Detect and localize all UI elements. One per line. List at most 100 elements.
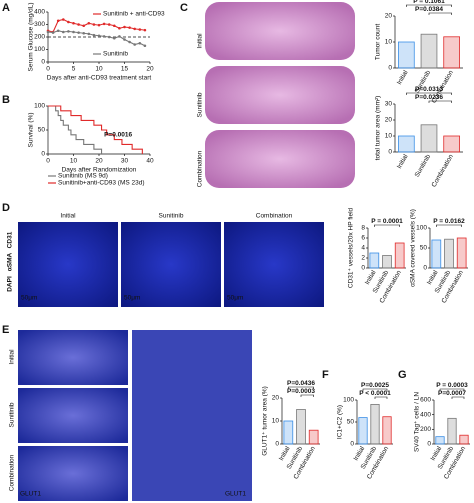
y-axis-label: Survival (%) bbox=[28, 112, 35, 147]
panel-label: D bbox=[2, 202, 10, 214]
bracket bbox=[439, 388, 465, 391]
y-tick-label: 0 bbox=[388, 149, 392, 156]
y-tick-label: 0 bbox=[361, 265, 365, 272]
bracket bbox=[436, 224, 462, 227]
y-tick-label: 100 bbox=[416, 225, 427, 232]
y-tick-label: 200 bbox=[420, 426, 431, 433]
x-tick-label: 10 bbox=[70, 158, 78, 165]
annotation: P=0.0436 bbox=[287, 380, 315, 387]
y-tick-label: 30 bbox=[385, 101, 393, 108]
scale-label: 50μm bbox=[21, 295, 37, 302]
bracket bbox=[288, 386, 314, 389]
bar bbox=[443, 135, 461, 153]
y-tick-label: 4 bbox=[361, 245, 365, 252]
fluor-image bbox=[121, 222, 221, 307]
he-image bbox=[205, 130, 355, 188]
x-tick-label: 40 bbox=[146, 158, 154, 165]
x-tick-label: 5 bbox=[72, 66, 76, 73]
row-label: Combination bbox=[9, 454, 16, 491]
bracket bbox=[406, 92, 452, 95]
x-tick-label: 20 bbox=[146, 66, 154, 73]
y-tick-label: 6 bbox=[361, 235, 365, 242]
x-tick-label: 10 bbox=[95, 66, 103, 73]
panel-label: F bbox=[322, 369, 329, 381]
y-tick-label: 0 bbox=[41, 59, 45, 66]
series-line bbox=[47, 30, 146, 47]
point bbox=[46, 30, 50, 34]
x-tick-label: 15 bbox=[121, 66, 129, 73]
glut1-image bbox=[18, 388, 128, 443]
stain-label: DAPI bbox=[7, 276, 14, 292]
y-axis-label: total tumor area (mm²) bbox=[375, 96, 382, 161]
x-axis-label: Days after Randomization bbox=[62, 167, 137, 174]
annotation: P=0.0313 bbox=[415, 86, 443, 93]
y-tick-label: 20 bbox=[272, 395, 280, 402]
x-tick-label: 30 bbox=[121, 158, 129, 165]
y-axis-label: Serum Glucose (mg/dL) bbox=[28, 3, 35, 72]
y-axis-label: SV40 Tag⁺ cells / LN bbox=[414, 392, 421, 452]
bar bbox=[435, 436, 445, 445]
y-axis-label: αSMA covered vessels (%) bbox=[410, 209, 417, 287]
glut1-image bbox=[18, 330, 128, 385]
x-tick-label: Sunitinib bbox=[414, 153, 433, 178]
annotation: P = 0.0003 bbox=[436, 382, 468, 389]
bar bbox=[370, 403, 380, 445]
fluor-image bbox=[224, 222, 324, 307]
annotation: P = 0.0162 bbox=[433, 218, 465, 225]
bracket bbox=[374, 396, 388, 399]
legend-label: Sunitinib + anti-CD93 bbox=[103, 11, 165, 18]
y-tick-label: 50 bbox=[347, 419, 355, 426]
fluorescence-images bbox=[18, 222, 324, 307]
bar bbox=[394, 242, 405, 269]
y-tick-label: 400 bbox=[34, 9, 45, 16]
stain-label: αSMA bbox=[7, 252, 14, 271]
annotation: P = 0.1061 bbox=[413, 0, 445, 5]
scale-label: 50μm bbox=[124, 295, 140, 302]
y-tick-label: 10 bbox=[385, 133, 393, 140]
y-tick-label: 0 bbox=[427, 441, 431, 448]
column-label: Sunitinib bbox=[159, 213, 184, 220]
bar bbox=[397, 41, 415, 69]
bar bbox=[308, 429, 319, 445]
bar bbox=[447, 417, 457, 445]
y-tick-label: 600 bbox=[420, 397, 431, 404]
bar bbox=[358, 417, 368, 445]
legend-label: Sunitinib+anti-CD93 (MS 23d) bbox=[58, 180, 145, 187]
bar bbox=[456, 237, 467, 269]
bar bbox=[397, 135, 415, 153]
bar bbox=[283, 420, 294, 445]
y-tick-label: 100 bbox=[34, 46, 45, 53]
annotation: P=0.0003 bbox=[287, 388, 315, 395]
column-label: Combination bbox=[256, 213, 293, 220]
bracket bbox=[362, 388, 388, 391]
y-tick-label: 2 bbox=[361, 255, 365, 262]
row-label: Initial bbox=[197, 33, 204, 49]
panel-label: E bbox=[2, 324, 9, 336]
y-tick-label: 100 bbox=[34, 103, 45, 110]
glut1-image bbox=[18, 446, 128, 501]
panel-label: C bbox=[180, 2, 188, 14]
bar bbox=[420, 124, 438, 153]
y-tick-label: 300 bbox=[34, 21, 45, 28]
y-tick-label: 0 bbox=[423, 265, 427, 272]
row-label: Sunitinib bbox=[9, 402, 16, 427]
annotation: P=0.0025 bbox=[361, 382, 389, 389]
y-tick-label: 100 bbox=[343, 397, 354, 404]
y-tick-label: 0 bbox=[41, 151, 45, 158]
bracket bbox=[428, 100, 452, 103]
bar bbox=[444, 238, 454, 269]
bracket bbox=[374, 224, 400, 227]
bracket bbox=[451, 396, 465, 399]
annotation: P=0.0236 bbox=[415, 94, 443, 101]
y-tick-label: 10 bbox=[272, 418, 280, 425]
y-tick-label: 50 bbox=[38, 127, 46, 134]
annotation: P=0.0384 bbox=[415, 6, 443, 13]
annotation: P = 0.0001 bbox=[371, 218, 403, 225]
bracket bbox=[406, 4, 452, 7]
annotation: P=0.0007 bbox=[438, 390, 466, 397]
y-tick-label: 0 bbox=[388, 65, 392, 72]
y-tick-label: 20 bbox=[385, 117, 393, 124]
bar bbox=[459, 434, 469, 445]
row-label: Combination bbox=[197, 150, 204, 187]
